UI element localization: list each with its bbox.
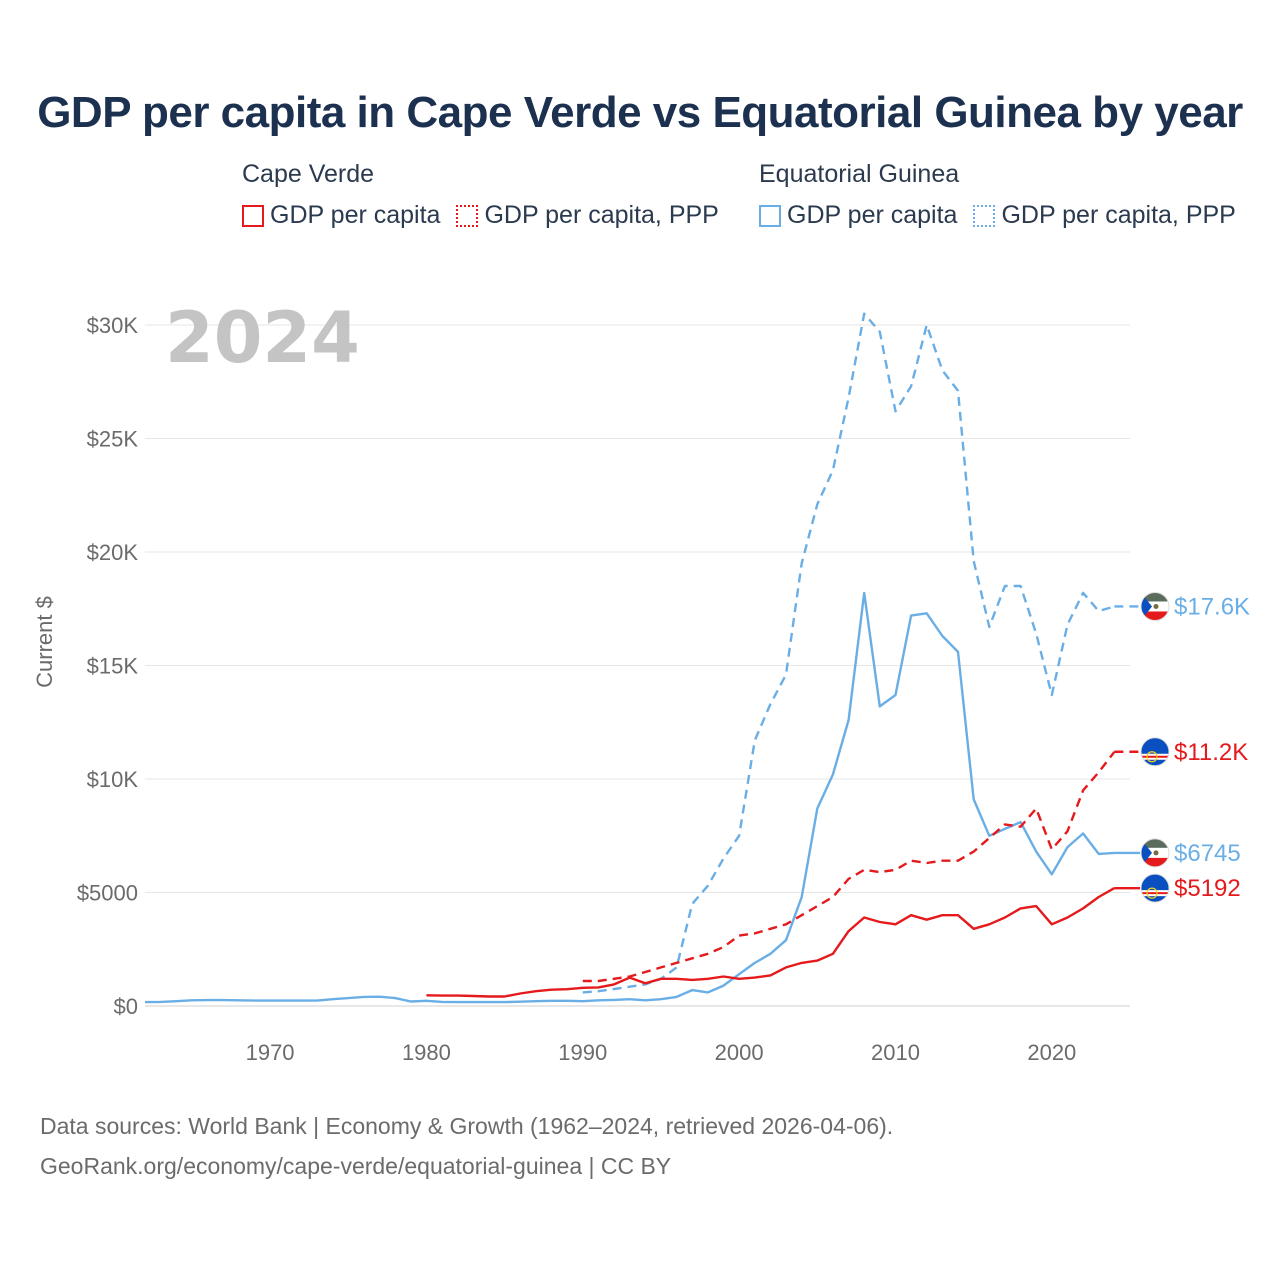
year-label: 2024 [165, 297, 360, 379]
footer-link[interactable]: GeoRank.org/economy/cape-verde/equatoria… [40, 1153, 672, 1179]
x-tick-label: 1970 [246, 1040, 295, 1065]
series-lines [144, 312, 1116, 1004]
cape-verde-flag-icon [1140, 873, 1170, 903]
legend-country-equatorial-guinea: Equatorial Guinea [759, 160, 960, 188]
series-line [582, 312, 1115, 994]
legend-item-equatorial-guinea-gdp-ppp[interactable]: GDP per capita, PPP [973, 201, 1236, 230]
y-axis-ticks: $0 $5000 $10K $15K $20K $25K $30K [77, 313, 139, 1019]
y-tick-label: $20K [87, 540, 139, 565]
legend-swatch-solid-red [242, 204, 264, 227]
end-value-label: $17.6K [1174, 593, 1250, 620]
y-axis-label: Current $ [32, 596, 57, 688]
end-value-label: $11.2K [1174, 739, 1248, 766]
x-tick-label: 2010 [871, 1040, 920, 1065]
legend-item-equatorial-guinea-gdp[interactable]: GDP per capita [759, 201, 957, 230]
legend-item-label: GDP per capita [270, 201, 441, 229]
legend-group-equatorial-guinea: Equatorial Guinea GDP per capita GDP per… [759, 160, 1236, 230]
y-tick-label: $5000 [77, 881, 138, 906]
y-tick-label: $15K [87, 654, 139, 679]
x-tick-label: 1990 [558, 1040, 607, 1065]
series-end-markers: $17.6K $6745 $11.2K $5192 [1114, 591, 1250, 903]
legend-item-label: GDP per capita, PPP [1001, 201, 1236, 229]
legend-item-cape-verde-gdp-ppp[interactable]: GDP per capita, PPP [456, 201, 719, 230]
legend-country-cape-verde: Cape Verde [242, 160, 375, 188]
x-tick-label: 1980 [402, 1040, 451, 1065]
x-tick-label: 2020 [1027, 1040, 1076, 1065]
legend-item-label: GDP per capita, PPP [484, 201, 719, 229]
end-value-label: $6745 [1174, 840, 1241, 867]
legend-item-cape-verde-gdp[interactable]: GDP per capita [242, 201, 440, 230]
y-tick-label: $0 [114, 994, 138, 1019]
series-line [426, 887, 1115, 998]
x-tick-label: 2000 [715, 1040, 764, 1065]
footer-sources: Data sources: World Bank | Economy & Gro… [40, 1113, 894, 1139]
chart-title: GDP per capita in Cape Verde vs Equatori… [37, 88, 1243, 137]
x-axis-ticks: 1970 1980 1990 2000 2010 2020 [246, 1040, 1077, 1065]
legend-swatch-solid-blue [759, 204, 781, 227]
equatorial-guinea-flag-icon [1140, 838, 1170, 868]
legend-item-label: GDP per capita [787, 201, 958, 229]
y-tick-label: $10K [87, 767, 139, 792]
equatorial-guinea-flag-icon [1140, 591, 1170, 621]
end-value-label: $5192 [1174, 875, 1241, 902]
cape-verde-flag-icon [1140, 737, 1170, 767]
series-line [582, 751, 1116, 983]
y-tick-label: $30K [87, 313, 139, 338]
y-tick-label: $25K [87, 427, 139, 452]
legend-group-cape-verde: Cape Verde GDP per capita GDP per capita… [242, 160, 735, 230]
gridlines [145, 324, 1130, 893]
footer: Data sources: World Bank | Economy & Gro… [40, 1106, 893, 1186]
legend-swatch-dotted-red [456, 204, 479, 227]
legend-swatch-dotted-blue [973, 204, 996, 227]
series-line [144, 591, 1115, 1004]
